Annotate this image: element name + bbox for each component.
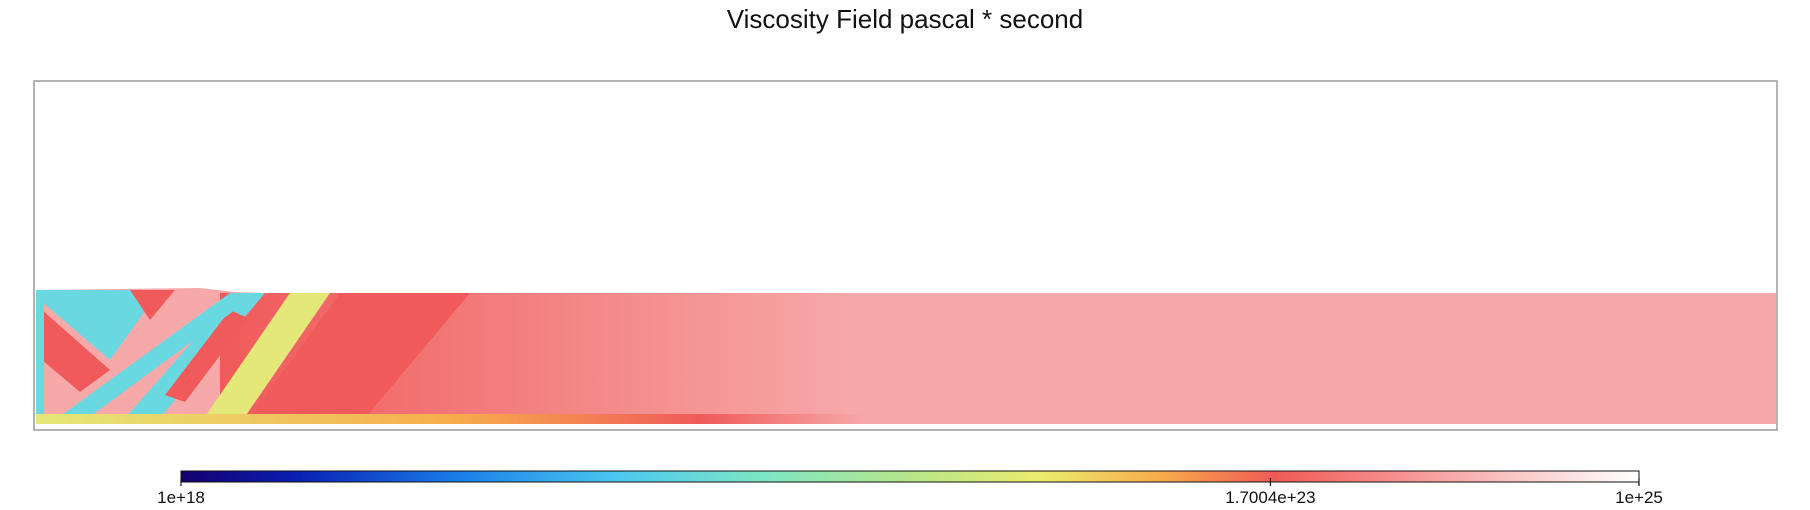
field-strong-lower [42,310,110,392]
chart-title: Viscosity Field pascal * second [726,4,1084,34]
colorbar-tick-label-0: 1e+18 [157,488,205,507]
colorbar-bar [180,470,1640,483]
viscosity-field [36,288,1776,424]
field-strong-band [245,293,470,424]
colorbar-tick-label-1: 1.7004e+23 [1225,488,1315,507]
field-strong-lens [165,310,248,402]
field-bottom-layer [36,414,866,424]
field-weak-wedge [36,290,160,360]
field-left-edge [36,290,44,424]
plot-frame [33,80,1778,431]
field-weak-band-2 [55,293,258,424]
field-strong-top [130,290,175,320]
colorbar-tick-label-2: 1e+25 [1615,488,1663,507]
field-transition-strip [200,293,330,424]
colorbar: 1e+18 1.7004e+23 1e+25 [157,470,1663,507]
